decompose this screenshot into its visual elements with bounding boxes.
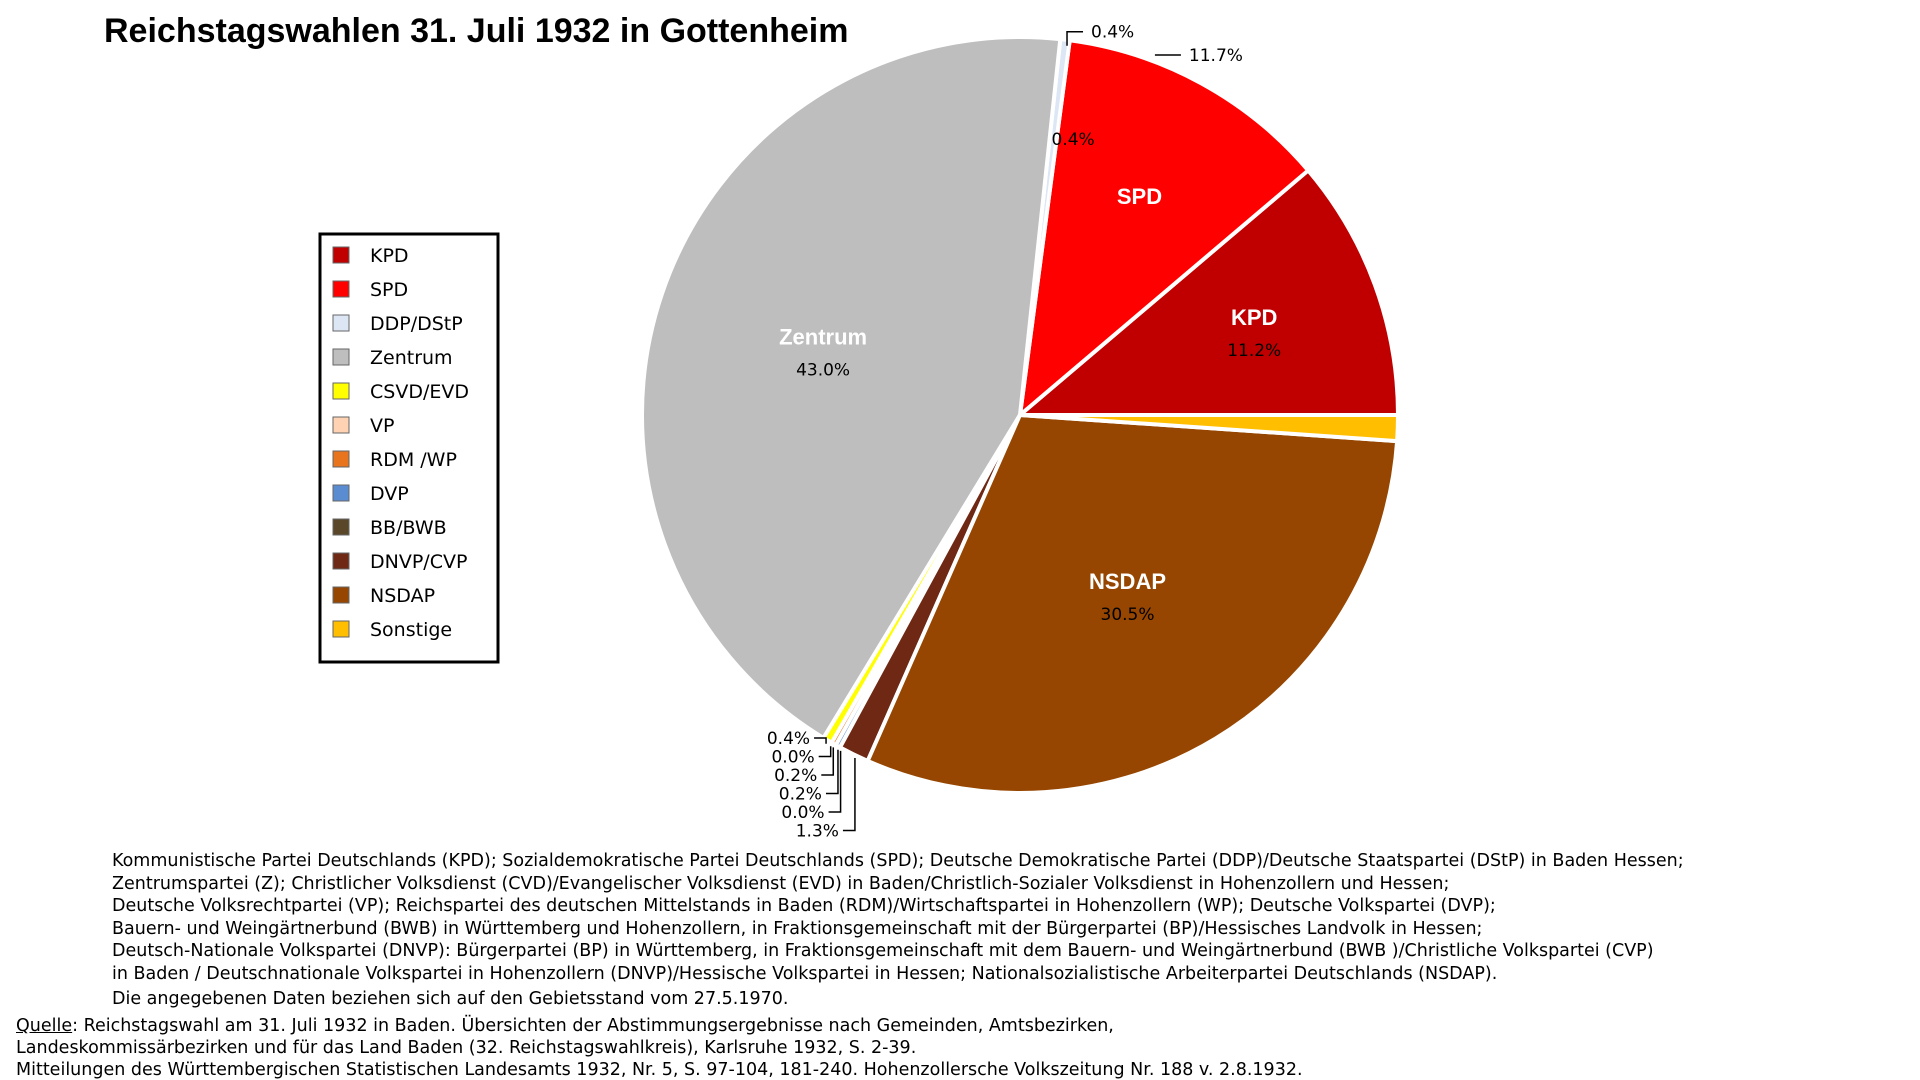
slice-labels: KPD 11.2% SPD Zentrum 43.0% NSDAP 30.5% bbox=[779, 184, 1281, 625]
legend-label: DNVP/CVP bbox=[370, 551, 467, 573]
legend-swatch bbox=[332, 552, 350, 570]
chart-title: Reichstagswahlen 31. Juli 1932 in Gotten… bbox=[104, 12, 848, 50]
legend-swatch bbox=[332, 450, 350, 468]
pie-slices bbox=[640, 35, 1401, 795]
pie-slice bbox=[865, 413, 1400, 795]
legend-label: DVP bbox=[370, 483, 409, 505]
leader-line bbox=[825, 749, 839, 795]
legend-swatch bbox=[332, 314, 350, 332]
callout-label: 0.4% bbox=[1052, 130, 1095, 150]
legend-label: DDP/DStP bbox=[370, 313, 463, 335]
legend-swatch bbox=[332, 484, 350, 502]
leader-line bbox=[818, 746, 832, 758]
callout-label: 0.0% bbox=[771, 748, 814, 768]
legend-label: KPD bbox=[370, 245, 409, 267]
slice-name-label: KPD bbox=[1231, 305, 1277, 330]
notes-footer: Die angegebenen Daten beziehen sich auf … bbox=[112, 989, 789, 1009]
legend-swatch bbox=[332, 246, 350, 264]
pie-slice bbox=[640, 35, 1063, 740]
legend-label: RDM /WP bbox=[370, 449, 457, 471]
leader-line bbox=[828, 750, 842, 813]
leader-line bbox=[1066, 30, 1084, 46]
callout-labels: 0.4%11.7%0.4%0.4%0.0%0.2%0.2%0.0%1.3% bbox=[767, 23, 1243, 842]
note-line: Deutsch-Nationale Volkspartei (DNVP): Bü… bbox=[112, 941, 1654, 961]
party-notes: Kommunistische Partei Deutschlands (KPD)… bbox=[112, 850, 1902, 1011]
legend-swatch bbox=[332, 518, 350, 536]
slice-name-label: NSDAP bbox=[1089, 569, 1166, 594]
slice-value-label: 11.2% bbox=[1227, 341, 1281, 361]
source-text: : Reichstagswahl am 31. Juli 1932 in Bad… bbox=[72, 1016, 1114, 1036]
slice-name-label: Zentrum bbox=[779, 324, 867, 349]
source-line: Quelle: Reichstagswahl am 31. Juli 1932 … bbox=[16, 1015, 1906, 1037]
legend-label: SPD bbox=[370, 279, 408, 301]
legend-swatch bbox=[332, 348, 350, 366]
source-citation: Quelle: Reichstagswahl am 31. Juli 1932 … bbox=[16, 1015, 1906, 1080]
callout-label: 0.2% bbox=[774, 766, 817, 786]
pie-chart: Reichstagswahlen 31. Juli 1932 in Gotten… bbox=[104, 12, 1401, 842]
note-line: Deutsche Volksrechtpartei (VP); Reichspa… bbox=[112, 896, 1496, 916]
callout-label: 1.3% bbox=[796, 822, 839, 842]
legend-swatch bbox=[332, 416, 350, 434]
legend-label: CSVD/EVD bbox=[370, 381, 469, 403]
callout-label: 0.4% bbox=[767, 729, 810, 749]
legend-label: VP bbox=[370, 415, 394, 437]
legend-label: Zentrum bbox=[370, 347, 453, 369]
legend: KPD SPD DDP/DStP Zentrum CSVD/EVD VP RDM /WP DV… bbox=[318, 232, 500, 664]
callout-label: 11.7% bbox=[1189, 46, 1243, 66]
legend-swatch bbox=[332, 382, 350, 400]
source-line: Mitteilungen des Württembergischen Stati… bbox=[16, 1060, 1303, 1080]
legend-label: BB/BWB bbox=[370, 517, 447, 539]
legend-frame bbox=[318, 232, 500, 664]
legend-label: Sonstige bbox=[370, 619, 452, 641]
slice-name-label: SPD bbox=[1117, 184, 1162, 209]
pie-slice bbox=[1018, 168, 1400, 417]
callout-label: 0.4% bbox=[1091, 23, 1134, 43]
legend-label: NSDAP bbox=[370, 585, 435, 607]
leader-line bbox=[821, 747, 835, 776]
pie-slice bbox=[1018, 38, 1311, 417]
note-line: in Baden / Deutschnationale Volkspartei … bbox=[112, 963, 1498, 984]
pie-slice bbox=[1018, 413, 1401, 444]
slice-value-label: 43.0% bbox=[796, 360, 850, 380]
legend-swatch bbox=[332, 586, 350, 604]
note-line: Bauern- und Weingärtnerbund (BWB) in Wür… bbox=[112, 918, 1483, 939]
note-line: Kommunistische Partei Deutschlands (KPD)… bbox=[112, 851, 1684, 871]
note-line: Zentrumspartei (Z); Christlicher Volksdi… bbox=[112, 873, 1450, 894]
slice-value-label: 30.5% bbox=[1101, 605, 1155, 625]
callout-label: 0.2% bbox=[779, 785, 822, 805]
leader-line bbox=[842, 758, 856, 832]
legend-swatch bbox=[332, 620, 350, 638]
leader-line bbox=[814, 737, 827, 744]
callout-label: 0.0% bbox=[781, 803, 824, 823]
source-label: Quelle bbox=[16, 1016, 73, 1036]
source-line: Landeskommissärbezirken und für das Land… bbox=[16, 1038, 917, 1058]
legend-swatch bbox=[332, 280, 350, 298]
